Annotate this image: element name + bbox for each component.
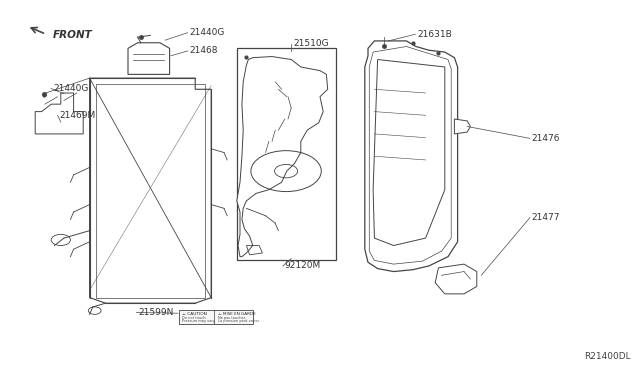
Text: Ne pas toucher.: Ne pas toucher. — [218, 316, 246, 320]
Text: Pressure may vary.: Pressure may vary. — [182, 319, 216, 323]
Text: 21631B: 21631B — [417, 30, 452, 39]
Text: 21469M: 21469M — [60, 111, 96, 120]
Text: R21400DL: R21400DL — [584, 352, 630, 361]
Text: 21477: 21477 — [532, 213, 561, 222]
Text: 21468: 21468 — [189, 46, 218, 55]
Polygon shape — [435, 264, 477, 294]
Polygon shape — [237, 57, 328, 257]
Text: ⚠ MISE EN GARDE: ⚠ MISE EN GARDE — [218, 312, 255, 316]
Text: 21440G: 21440G — [189, 28, 225, 37]
Polygon shape — [373, 60, 445, 246]
Bar — [237, 48, 336, 260]
Text: 92120M: 92120M — [285, 262, 321, 270]
Text: 21510G: 21510G — [293, 39, 329, 48]
Text: FRONT: FRONT — [52, 31, 92, 40]
Text: 21599N: 21599N — [138, 308, 173, 317]
Text: 21476: 21476 — [532, 134, 561, 143]
FancyBboxPatch shape — [179, 310, 253, 324]
Text: ⚠ CAUTION: ⚠ CAUTION — [182, 312, 207, 316]
Text: La pression peut varier.: La pression peut varier. — [218, 319, 259, 323]
Text: Do not touch.: Do not touch. — [182, 316, 207, 320]
Polygon shape — [128, 43, 170, 74]
Polygon shape — [454, 119, 470, 134]
Polygon shape — [365, 41, 458, 272]
Text: 21440G: 21440G — [53, 84, 88, 93]
Polygon shape — [90, 78, 211, 303]
Polygon shape — [35, 93, 83, 134]
